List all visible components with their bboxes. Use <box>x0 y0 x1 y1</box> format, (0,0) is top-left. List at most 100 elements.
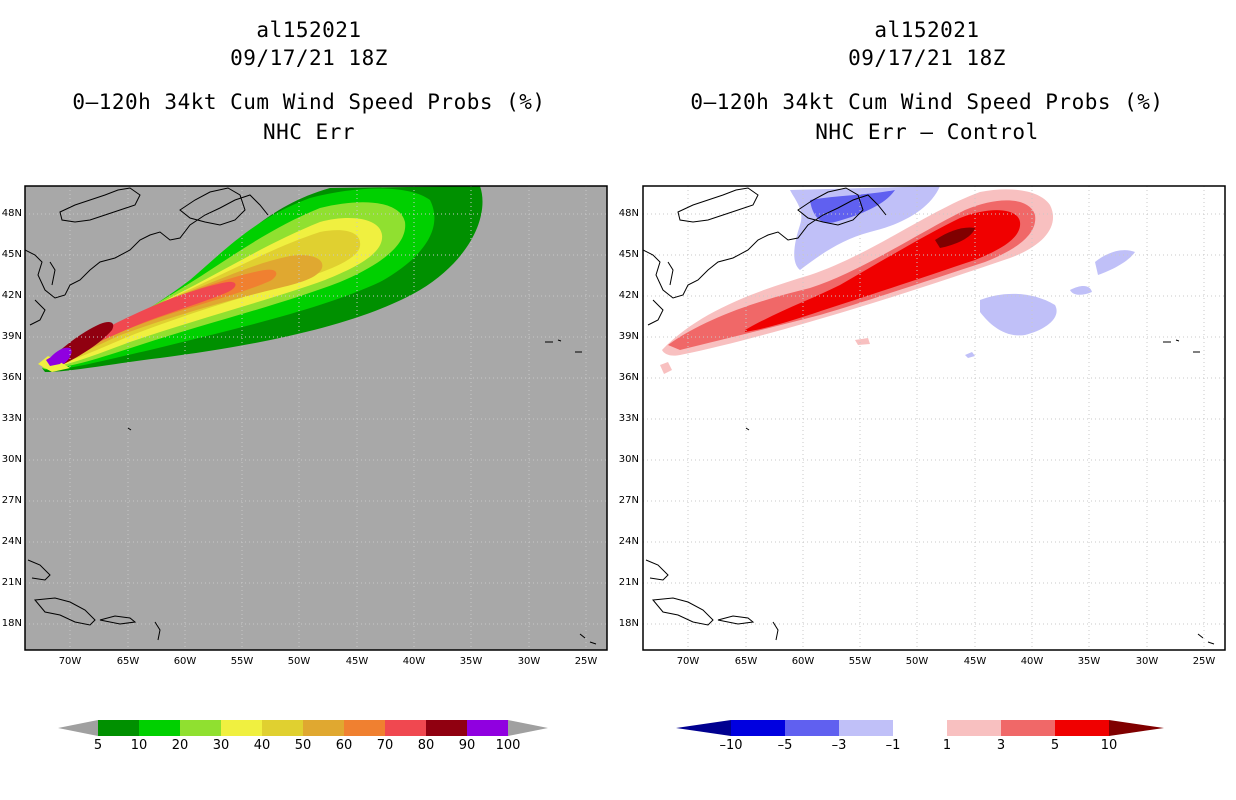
colorbar-swatch <box>221 720 262 736</box>
left-map-frame <box>24 185 608 651</box>
colorbar-swatch <box>893 720 947 736</box>
right-lat-label: 39N <box>618 331 639 342</box>
left-lat-label: 30N <box>1 454 22 465</box>
colorbar-swatch <box>385 720 426 736</box>
left-lat-label: 48N <box>1 208 22 219</box>
right-lon-label: 25W <box>1192 656 1216 667</box>
colorbar-tick-label: 60 <box>335 738 353 753</box>
colorbar-tick-label: –10 <box>719 738 743 753</box>
colorbar-tick-label: 30 <box>212 738 230 753</box>
colorbar-under-triangle <box>58 720 98 736</box>
colorbar-swatch <box>1001 720 1055 736</box>
right-lon-label: 50W <box>905 656 929 667</box>
right-datetime: 09/17/21 18Z <box>848 46 1006 70</box>
colorbar-swatch <box>839 720 893 736</box>
colorbar-swatch <box>262 720 303 736</box>
colorbar-tick-label: 10 <box>1100 738 1118 753</box>
colorbar-tick-label: 20 <box>171 738 189 753</box>
right-lat-label: 33N <box>618 413 639 424</box>
left-lat-label: 24N <box>1 536 22 547</box>
colorbar-swatch <box>731 720 785 736</box>
colorbar-swatch <box>98 720 139 736</box>
left-datetime: 09/17/21 18Z <box>230 46 388 70</box>
left-product-title: 0–120h 34kt Cum Wind Speed Probs (%) <box>72 90 546 114</box>
colorbar-swatch <box>1055 720 1109 736</box>
colorbar-swatch <box>785 720 839 736</box>
right-lat-label: 42N <box>618 290 639 301</box>
right-lat-label: 24N <box>618 536 639 547</box>
right-lon-label: 45W <box>963 656 987 667</box>
left-lon-label: 25W <box>574 656 598 667</box>
left-lat-label: 33N <box>1 413 22 424</box>
right-map-frame <box>642 185 1226 651</box>
right-lat-label: 30N <box>618 454 639 465</box>
colorbar-swatch <box>139 720 180 736</box>
left-coastlines <box>25 187 597 645</box>
right-lat-label: 27N <box>618 495 639 506</box>
right-product-title: 0–120h 34kt Cum Wind Speed Probs (%) <box>690 90 1164 114</box>
right-lon-label: 65W <box>734 656 758 667</box>
left-map-panel <box>24 185 608 651</box>
left-lon-label: 45W <box>345 656 369 667</box>
right-lat-label: 45N <box>618 249 639 260</box>
colorbar-tick-label: 50 <box>294 738 312 753</box>
left-lat-label: 39N <box>1 331 22 342</box>
right-lat-label: 18N <box>618 618 639 629</box>
colorbar-tick-label: 3 <box>996 738 1006 753</box>
left-lon-label: 65W <box>116 656 140 667</box>
colorbar-tick-label: 80 <box>417 738 435 753</box>
right-storm-id: al152021 <box>874 18 980 42</box>
colorbar-tick-label: 40 <box>253 738 271 753</box>
right-lon-label: 35W <box>1077 656 1101 667</box>
right-lon-label: 30W <box>1135 656 1159 667</box>
left-storm-id: al152021 <box>256 18 362 42</box>
left-lon-label: 30W <box>517 656 541 667</box>
colorbar-tick-label: 5 <box>93 738 103 753</box>
colorbar-under-triangle <box>676 720 731 736</box>
colorbar-over-triangle <box>508 720 548 736</box>
right-lat-label: 48N <box>618 208 639 219</box>
left-lat-label: 42N <box>1 290 22 301</box>
colorbar-swatch <box>303 720 344 736</box>
colorbar-swatch <box>344 720 385 736</box>
colorbar-tick-label: 5 <box>1050 738 1060 753</box>
colorbar-tick-label: 90 <box>458 738 476 753</box>
left-lon-label: 50W <box>287 656 311 667</box>
colorbar-swatch <box>467 720 508 736</box>
right-map-panel <box>642 185 1226 651</box>
colorbar-tick-label: –3 <box>831 738 847 753</box>
left-lat-label: 36N <box>1 372 22 383</box>
left-lat-label: 27N <box>1 495 22 506</box>
colorbar-tick-label: 100 <box>495 738 521 753</box>
colorbar-swatch <box>180 720 221 736</box>
colorbar-tick-label: –5 <box>777 738 793 753</box>
left-lat-label: 21N <box>1 577 22 588</box>
left-subtitle: NHC Err <box>262 120 355 144</box>
colorbar-tick-label: 70 <box>376 738 394 753</box>
right-lon-label: 70W <box>676 656 700 667</box>
colorbar-over-triangle <box>1109 720 1164 736</box>
right-coastlines <box>643 187 1215 645</box>
left-probability-swath <box>38 186 483 372</box>
right-lon-label: 60W <box>791 656 815 667</box>
colorbar-tick-label: 1 <box>942 738 952 753</box>
colorbar-tick-label: 10 <box>130 738 148 753</box>
colorbar-tick-label: –1 <box>885 738 901 753</box>
left-lon-label: 70W <box>58 656 82 667</box>
left-lon-label: 55W <box>230 656 254 667</box>
left-lat-label: 45N <box>1 249 22 260</box>
left-lon-label: 40W <box>402 656 426 667</box>
left-lon-label: 35W <box>459 656 483 667</box>
colorbar-swatch <box>426 720 467 736</box>
left-lon-label: 60W <box>173 656 197 667</box>
left-colorbar <box>58 720 548 736</box>
right-difference-field <box>660 186 1135 374</box>
right-lon-label: 40W <box>1020 656 1044 667</box>
right-colorbar <box>676 720 1164 736</box>
right-lon-label: 55W <box>848 656 872 667</box>
left-lat-label: 18N <box>1 618 22 629</box>
colorbar-swatch <box>947 720 1001 736</box>
right-lat-label: 21N <box>618 577 639 588</box>
right-subtitle: NHC Err – Control <box>815 120 1039 144</box>
